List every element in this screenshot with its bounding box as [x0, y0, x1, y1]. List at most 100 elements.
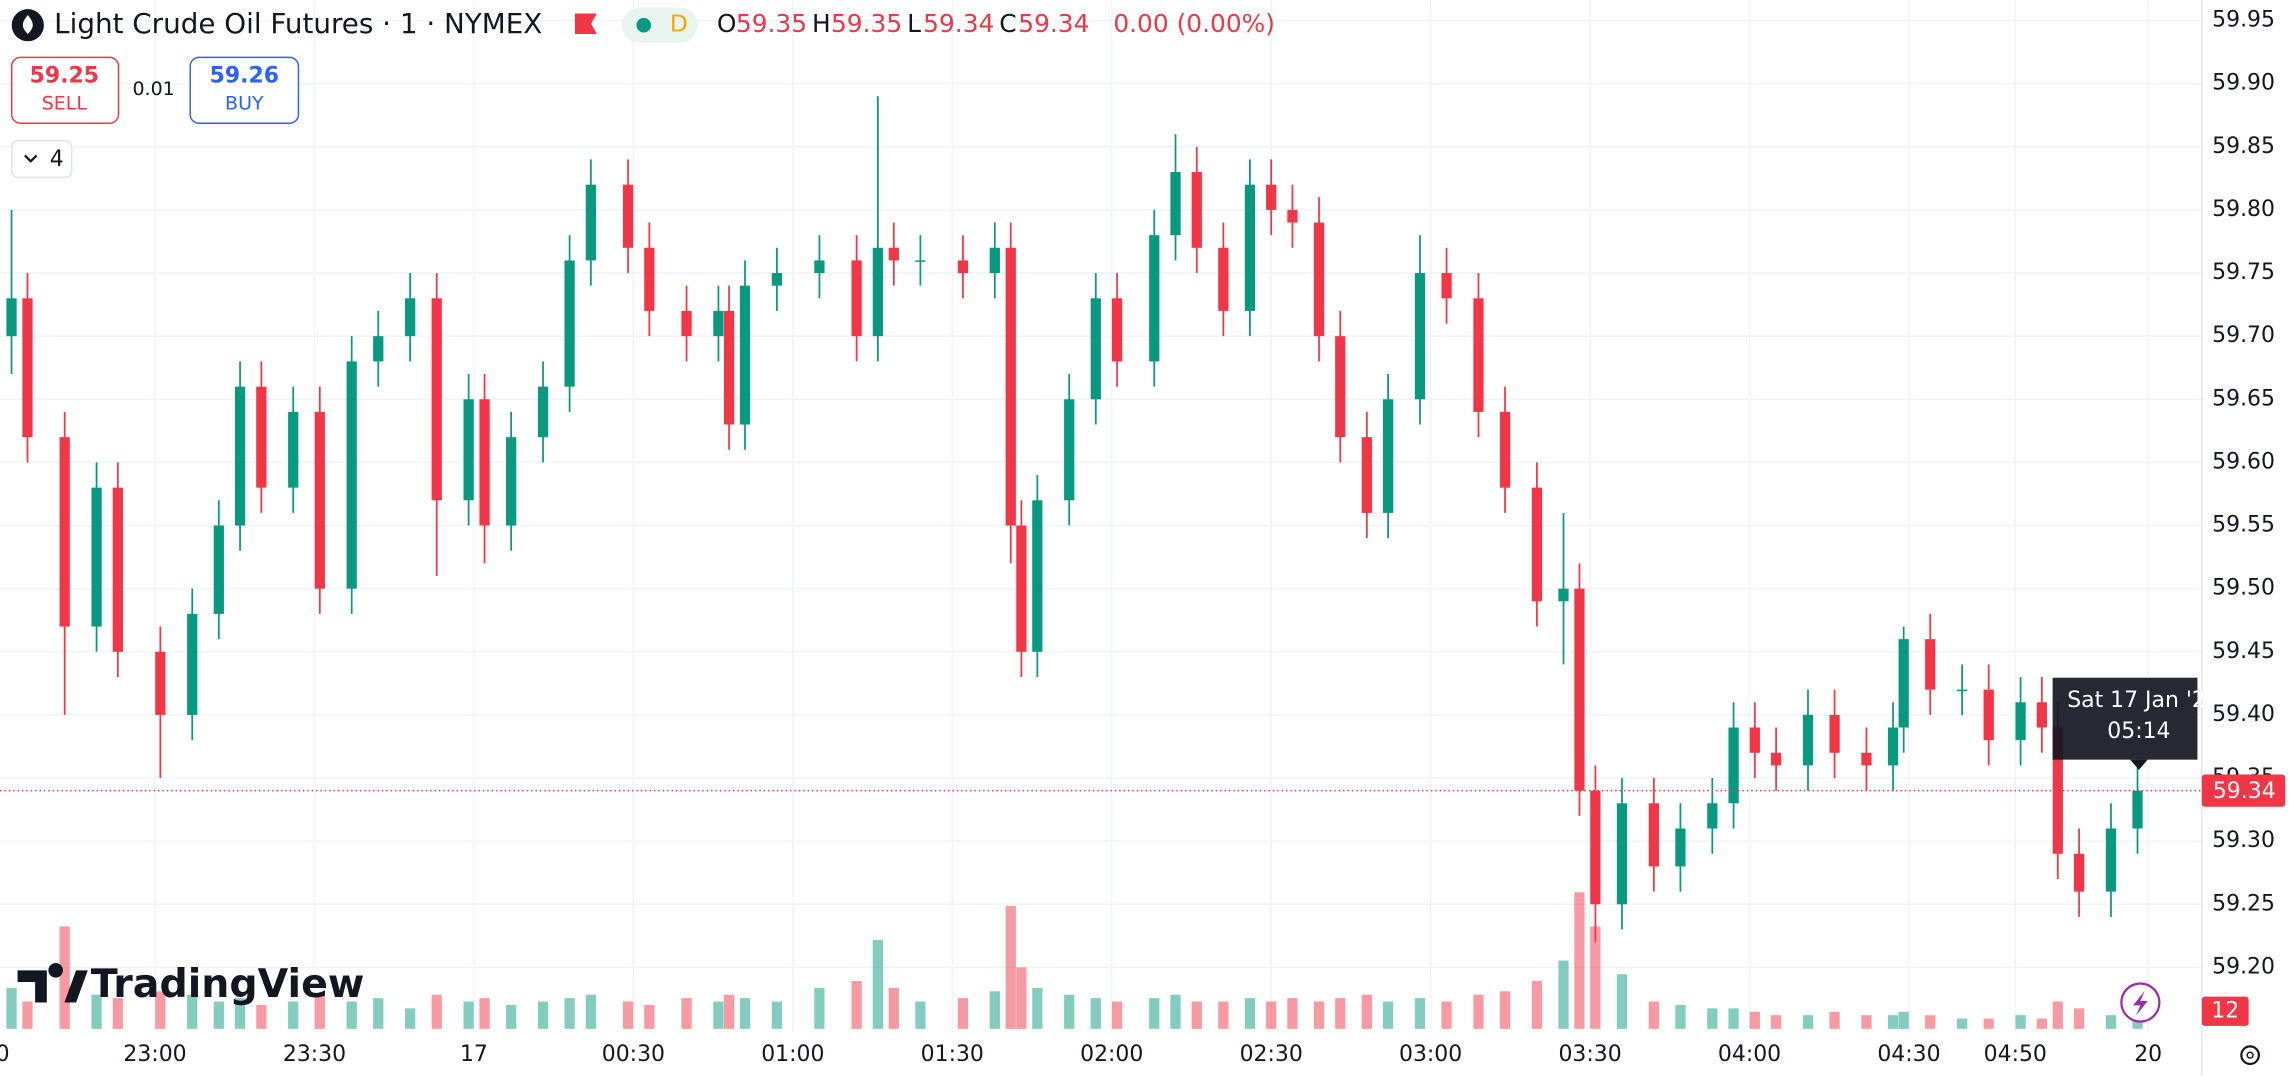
volume-bar	[739, 998, 751, 1029]
tooltip	[2052, 677, 2198, 760]
volume-bar	[1925, 1015, 1936, 1029]
candle-body	[1149, 235, 1160, 362]
candle-body	[872, 247, 883, 337]
y-tick-label: 59.30	[2212, 828, 2275, 853]
volume-bar	[1149, 998, 1160, 1029]
ohlc-label: L	[907, 9, 921, 38]
volume-bar	[1957, 1018, 1968, 1029]
x-tick-label: 30	[0, 1042, 10, 1067]
overlay: 59.34 12	[0, 774, 2286, 1026]
x-tick-label: 03:00	[1399, 1042, 1462, 1067]
y-tick-label: 59.75	[2212, 260, 2275, 285]
volume-bar	[1473, 994, 1484, 1029]
volume-bar	[346, 1001, 357, 1029]
candle-body	[256, 386, 267, 488]
candle-body	[112, 487, 123, 652]
volume-bar	[463, 1001, 474, 1029]
candle-body	[1898, 639, 1909, 728]
volume-bar	[723, 994, 735, 1029]
volume-bar	[1244, 998, 1256, 1029]
candle-body	[431, 298, 442, 501]
x-tick-label: 02:00	[1080, 1042, 1143, 1067]
candle-body	[1441, 273, 1452, 299]
ohlc-value: 59.34	[1018, 9, 1089, 38]
candle-body	[888, 247, 899, 261]
volume-bar	[1829, 1011, 1840, 1029]
status-badge: D	[670, 10, 688, 38]
volume-bar	[213, 1001, 224, 1029]
volume-bar	[989, 991, 1000, 1029]
candle-body	[681, 310, 692, 337]
candle-body	[1005, 247, 1016, 526]
volume-bar	[1266, 1001, 1277, 1029]
x-tick-label: 04:50	[1984, 1042, 2047, 1067]
candle-body	[234, 386, 246, 526]
y-tick-label: 59.70	[2212, 323, 2275, 348]
volume-bar	[256, 1004, 267, 1029]
volume-bar	[1531, 981, 1543, 1029]
x-tick-label: 20	[2134, 1042, 2162, 1067]
volume-bar	[155, 991, 166, 1029]
y-tick-label: 59.85	[2212, 134, 2275, 159]
candle-body	[2105, 828, 2117, 892]
candle-body	[739, 285, 751, 425]
volume-bar	[1032, 987, 1043, 1029]
y-tick-label: 59.90	[2212, 71, 2275, 96]
buy-button[interactable]	[189, 56, 300, 124]
volume-bar	[405, 1008, 416, 1029]
candle-body	[314, 411, 325, 589]
volume-bar	[771, 1001, 783, 1029]
sell-label: SELL	[42, 93, 88, 115]
candle-body	[2015, 702, 2026, 741]
spread: 0.01	[132, 78, 174, 100]
volume-bar	[1728, 1008, 1739, 1029]
volume-bar	[1191, 1001, 1202, 1029]
volume-bar	[1287, 998, 1298, 1029]
candle-body	[1925, 639, 1936, 690]
indicator-toggle[interactable]	[10, 140, 73, 179]
candle-body	[1829, 714, 1840, 753]
symbol-title[interactable]: Light Crude Oil Futures · 1 · NYMEX	[54, 7, 542, 40]
volume-bar	[1770, 1015, 1782, 1029]
status-pill[interactable]	[621, 7, 698, 43]
ohlc-value: 59.35	[831, 9, 902, 38]
logo-text[interactable]: TradingView	[91, 961, 365, 1007]
volume-bar	[1648, 1001, 1659, 1029]
candle-body	[2073, 853, 2085, 892]
logo-mark	[17, 963, 88, 1003]
candle-body	[1558, 588, 1569, 602]
y-tick-label: 59.55	[2212, 513, 2275, 538]
candle-body	[155, 651, 166, 715]
candle-body	[346, 361, 357, 589]
sell-button[interactable]	[10, 56, 120, 124]
flag-icon[interactable]	[574, 13, 597, 34]
volume-bar	[234, 998, 246, 1029]
volume-bar	[59, 926, 70, 1029]
volume-badge	[2201, 996, 2249, 1026]
volume-bar	[1414, 998, 1426, 1029]
candle-body	[989, 247, 1000, 274]
volume-bar	[1064, 994, 1075, 1029]
volume-bar	[1335, 998, 1346, 1029]
candle-body	[1802, 714, 1814, 766]
volume-bar	[6, 987, 17, 1029]
settings-icon[interactable]	[2240, 1045, 2260, 1066]
candle-body	[1861, 752, 1872, 766]
candle-body	[1361, 437, 1372, 513]
candle-body	[1111, 298, 1123, 362]
volume-bar	[506, 1004, 517, 1029]
buy-label: BUY	[225, 93, 264, 115]
last-price-label: 59.34	[2213, 779, 2276, 804]
candle-body	[479, 399, 490, 526]
volume-bar	[2015, 1015, 2026, 1029]
ohlc-value: 59.35	[736, 9, 807, 38]
ohlc-label: O	[717, 9, 737, 38]
volume-bar	[1574, 892, 1585, 1029]
candle-body	[1313, 222, 1325, 337]
candle-body	[1574, 588, 1585, 791]
candle-body	[915, 260, 926, 262]
grid	[0, 0, 2202, 1032]
ohlc-label: C	[999, 9, 1016, 38]
volume-bar	[1898, 1011, 1909, 1029]
candle-body	[1590, 790, 1601, 905]
